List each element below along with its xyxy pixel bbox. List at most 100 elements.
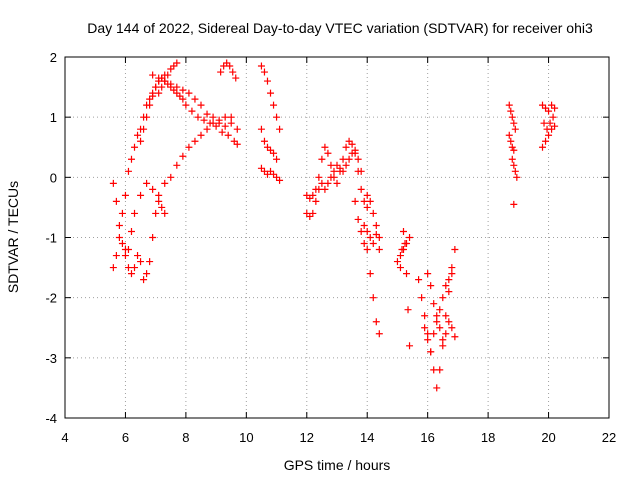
data-point — [134, 131, 142, 139]
data-point — [375, 330, 383, 338]
data-point — [152, 83, 160, 91]
data-point — [273, 155, 281, 163]
data-point — [439, 294, 447, 302]
data-point — [303, 209, 311, 217]
data-point — [430, 330, 438, 338]
series-arc-o — [363, 191, 383, 241]
data-point — [372, 230, 380, 238]
series-arc-q — [396, 227, 414, 350]
data-point — [369, 240, 377, 248]
data-point — [121, 252, 129, 260]
y-tick-label: 1 — [50, 110, 57, 125]
data-point — [263, 170, 271, 178]
data-point — [309, 191, 317, 199]
data-point — [197, 101, 205, 109]
data-point — [143, 270, 151, 278]
data-point — [399, 227, 407, 235]
data-point — [260, 137, 268, 145]
data-point — [318, 155, 326, 163]
data-point — [121, 191, 129, 199]
data-point — [324, 179, 332, 187]
series-arc-z — [539, 122, 559, 151]
data-point — [223, 59, 231, 67]
data-point — [124, 167, 132, 175]
x-tick-label: 14 — [360, 430, 374, 445]
data-point — [215, 119, 223, 127]
data-point — [158, 203, 166, 211]
data-point — [548, 101, 556, 109]
data-point — [227, 113, 235, 121]
series-arc-u — [505, 101, 519, 133]
data-point — [267, 89, 275, 97]
data-point — [551, 104, 559, 112]
data-point — [436, 366, 444, 374]
series-arc-e — [149, 71, 235, 130]
data-point — [360, 197, 368, 205]
data-point — [363, 246, 371, 254]
data-point — [339, 155, 347, 163]
series-arc-w — [508, 155, 521, 181]
data-point — [188, 107, 196, 115]
data-point — [445, 288, 453, 296]
data-point — [118, 240, 126, 248]
data-point — [194, 113, 202, 121]
data-point — [551, 122, 559, 130]
data-point — [321, 143, 329, 151]
data-point — [406, 234, 414, 241]
data-point — [203, 110, 211, 118]
data-point — [375, 234, 383, 241]
data-point — [173, 83, 181, 91]
data-point — [448, 264, 456, 272]
y-tick-label: 2 — [50, 50, 57, 65]
series-arc-g — [217, 59, 240, 82]
x-tick-label: 6 — [122, 430, 129, 445]
data-point — [336, 164, 344, 172]
data-point — [127, 270, 135, 278]
data-point — [161, 77, 169, 85]
data-point — [257, 125, 265, 133]
data-point — [357, 185, 365, 193]
data-point — [140, 125, 148, 133]
grid-layer — [65, 57, 609, 418]
data-point — [430, 300, 438, 308]
x-tick-label: 22 — [602, 430, 616, 445]
x-tick-label: 4 — [61, 430, 68, 445]
data-point — [424, 270, 432, 278]
data-point — [137, 191, 145, 199]
data-point — [185, 89, 193, 97]
data-point — [155, 191, 163, 199]
y-tick-label: -3 — [45, 351, 57, 366]
data-point — [351, 197, 359, 205]
data-point — [191, 95, 199, 103]
data-point — [406, 342, 414, 350]
data-point — [427, 282, 435, 290]
data-point — [124, 264, 132, 272]
data-point — [348, 140, 356, 148]
data-point — [149, 234, 157, 241]
data-point — [270, 149, 278, 157]
data-point — [218, 128, 226, 136]
data-point — [366, 197, 374, 205]
data-point — [267, 167, 275, 175]
data-point — [115, 221, 123, 229]
data-point — [345, 137, 353, 145]
data-point — [442, 282, 450, 290]
data-point — [513, 173, 521, 181]
data-point — [404, 306, 412, 314]
data-point — [185, 143, 193, 151]
data-marks — [109, 59, 559, 392]
data-point — [342, 161, 350, 169]
data-point — [312, 197, 320, 205]
data-point — [510, 119, 518, 127]
data-point — [137, 258, 145, 266]
data-point — [333, 161, 341, 169]
data-point — [546, 119, 554, 127]
data-point — [167, 173, 175, 181]
data-point — [396, 264, 404, 272]
data-point — [127, 155, 135, 163]
data-point — [149, 89, 157, 97]
data-point — [445, 318, 453, 326]
data-point — [131, 143, 139, 151]
data-point — [448, 324, 456, 332]
